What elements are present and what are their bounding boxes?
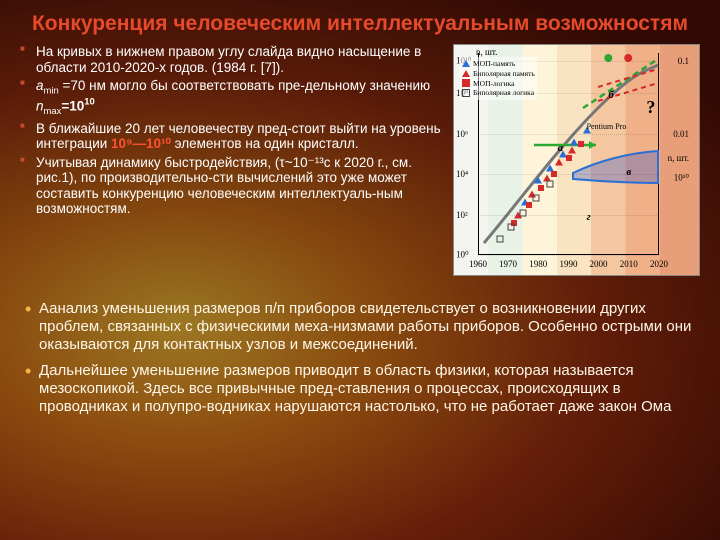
- chart-legend: МОП-памятьБиполярная памятьМОП-логикаБип…: [460, 57, 537, 100]
- data-point: [578, 141, 584, 147]
- x-tick: 1990: [560, 259, 578, 269]
- b2-min: min: [44, 86, 59, 97]
- data-point: [568, 146, 576, 153]
- y-tick: 10²: [456, 210, 468, 220]
- data-point: [555, 159, 563, 166]
- data-point: [566, 155, 572, 161]
- legend-item: Биполярная логика: [462, 88, 535, 98]
- slide-root: Конкуренция человеческим интеллектуальны…: [0, 0, 720, 540]
- b3-hl: 10⁹—10¹⁰: [111, 136, 171, 151]
- y-axis-label: n, шт.: [476, 47, 497, 57]
- data-point: [520, 209, 527, 216]
- gridline: [478, 255, 659, 257]
- x-tick: 1980: [529, 259, 547, 269]
- data-point: [570, 138, 578, 145]
- x-tick: 2020: [650, 259, 668, 269]
- y2-tick: 0.01: [673, 129, 689, 139]
- legend-label: Биполярная логика: [473, 88, 534, 98]
- slide-title: Конкуренция человеческим интеллектуальны…: [0, 0, 720, 44]
- legend-label: Биполярная память: [473, 69, 535, 79]
- chart-label: г: [587, 211, 591, 223]
- bullet-1: На кривых в нижнем правом углу слайда ви…: [36, 44, 443, 75]
- lower-p2-text: Дальнейшее уменьшение размеров приводит …: [39, 362, 671, 415]
- chart-label: Pentium Pro: [587, 122, 627, 131]
- y2-tick: 0.1: [678, 56, 689, 66]
- legend-item: МОП-логика: [462, 79, 535, 89]
- x-tick: 1970: [499, 259, 517, 269]
- b2-n: n: [36, 98, 44, 113]
- lower-p1-text: Аанализ уменьшения размеров п/п приборов…: [39, 300, 691, 353]
- legend-item: Биполярная память: [462, 69, 535, 79]
- legend-label: МОП-память: [473, 59, 515, 69]
- y-tick: 10⁴: [456, 169, 468, 179]
- data-point: [526, 202, 532, 208]
- x-tick: 2010: [620, 259, 638, 269]
- bullet-4: Учитывая динамику быстродействия, (τ~10⁻…: [36, 155, 443, 217]
- y-tick: 10⁰: [456, 250, 469, 261]
- chart: n, шт. 1960 1970 1980 1990 2000 2010 2020 10⁰ 10…: [453, 44, 700, 276]
- data-point: [551, 171, 557, 177]
- b4-text: Учитывая динамику быстродействия, (τ~10⁻…: [36, 155, 412, 217]
- chart-label: б: [608, 89, 614, 101]
- chart-label: в: [626, 166, 631, 178]
- x-tick: 1960: [469, 259, 487, 269]
- data-point: [532, 195, 539, 202]
- bullet-2: amin =70 нм могло бы соответствовать пре…: [36, 78, 443, 118]
- data-point: [496, 235, 503, 242]
- y2-tick: 10¹⁰: [674, 173, 689, 184]
- b2-a: a: [36, 78, 44, 93]
- bullet-3: В ближайшие 20 лет человечеству пред-сто…: [36, 121, 443, 152]
- data-point: [547, 181, 554, 188]
- slide-body: На кривых в нижнем правом углу слайда ви…: [0, 44, 720, 294]
- legend-label: МОП-логика: [473, 79, 514, 89]
- lower-text: Аанализ уменьшения размеров п/п приборов…: [0, 294, 720, 416]
- bullet-1-text: На кривых в нижнем правом углу слайда ви…: [36, 44, 421, 75]
- gridline: [478, 174, 659, 176]
- b3-post: элементов на один кристалл.: [171, 136, 359, 151]
- data-point: [507, 223, 514, 230]
- gridline: [478, 215, 659, 217]
- lower-p1: Аанализ уменьшения размеров п/п приборов…: [25, 300, 695, 354]
- y2-tick: n, шт.: [668, 153, 689, 163]
- chart-label: ?: [646, 97, 655, 118]
- data-point: [538, 185, 544, 191]
- gridline: [478, 134, 659, 136]
- y-tick: 10⁶: [456, 129, 468, 139]
- b2-mid: =70 нм могло бы соответствовать пре-дель…: [59, 78, 430, 93]
- legend-item: МОП-память: [462, 59, 535, 69]
- data-point: [534, 177, 542, 184]
- bullet-list: На кривых в нижнем правом углу слайда ви…: [20, 44, 443, 294]
- b2-exp: 10: [84, 97, 95, 108]
- chart-label: а: [558, 142, 564, 154]
- lower-p2: Дальнейшее уменьшение размеров приводит …: [25, 362, 695, 416]
- b2-max: max: [44, 106, 62, 117]
- b2-eq: =10: [61, 98, 84, 113]
- x-tick: 2000: [590, 259, 608, 269]
